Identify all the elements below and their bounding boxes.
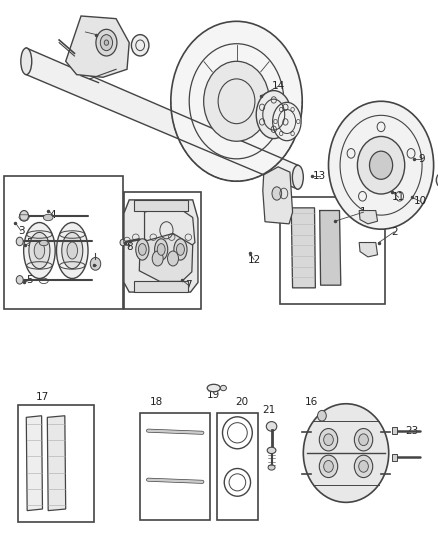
Text: 6: 6 — [93, 261, 100, 270]
Text: 5: 5 — [26, 238, 33, 247]
Polygon shape — [26, 48, 298, 189]
Bar — [18, 405, 94, 522]
Polygon shape — [26, 416, 42, 511]
Ellipse shape — [272, 187, 282, 200]
Ellipse shape — [304, 404, 389, 502]
Circle shape — [16, 276, 23, 284]
Text: 8: 8 — [126, 242, 133, 252]
Polygon shape — [47, 416, 66, 511]
Circle shape — [20, 211, 28, 221]
Ellipse shape — [100, 35, 113, 51]
Ellipse shape — [157, 244, 165, 255]
Ellipse shape — [324, 434, 333, 446]
Circle shape — [436, 173, 438, 188]
Circle shape — [318, 410, 326, 421]
Ellipse shape — [324, 461, 333, 472]
Bar — [134, 200, 188, 211]
Ellipse shape — [293, 165, 304, 189]
Polygon shape — [359, 243, 378, 257]
Text: 12: 12 — [247, 255, 261, 264]
Text: 17: 17 — [36, 392, 49, 402]
Ellipse shape — [39, 240, 48, 246]
Ellipse shape — [266, 422, 277, 431]
Ellipse shape — [267, 447, 276, 454]
Circle shape — [204, 61, 269, 141]
Polygon shape — [145, 204, 195, 255]
Ellipse shape — [67, 242, 78, 259]
Text: 13: 13 — [313, 171, 326, 181]
Ellipse shape — [220, 385, 226, 391]
Text: 20: 20 — [236, 398, 249, 407]
Bar — [4, 176, 123, 309]
Circle shape — [131, 35, 149, 56]
Polygon shape — [320, 211, 341, 285]
Ellipse shape — [256, 91, 291, 139]
Polygon shape — [124, 200, 198, 292]
Bar — [280, 197, 385, 304]
Ellipse shape — [43, 214, 53, 221]
Ellipse shape — [96, 29, 117, 56]
Circle shape — [120, 239, 125, 246]
Circle shape — [171, 21, 302, 181]
Bar — [217, 413, 258, 520]
Text: 11: 11 — [392, 192, 405, 202]
Ellipse shape — [152, 251, 163, 266]
Text: 23: 23 — [405, 426, 418, 435]
Text: 21: 21 — [262, 406, 275, 415]
Bar — [124, 192, 201, 309]
Text: 2: 2 — [391, 227, 398, 237]
Ellipse shape — [177, 244, 184, 255]
Text: 19: 19 — [207, 391, 220, 400]
Ellipse shape — [155, 239, 168, 260]
Circle shape — [90, 257, 101, 270]
Ellipse shape — [136, 239, 149, 260]
Text: 9: 9 — [418, 154, 425, 164]
Text: 7: 7 — [185, 280, 192, 290]
Bar — [392, 454, 397, 461]
Ellipse shape — [104, 40, 109, 45]
Ellipse shape — [62, 232, 83, 269]
Text: 14: 14 — [272, 82, 285, 91]
Ellipse shape — [354, 429, 373, 451]
Text: 15: 15 — [79, 27, 92, 37]
Ellipse shape — [354, 455, 373, 478]
Ellipse shape — [359, 434, 368, 446]
Text: 18: 18 — [150, 398, 163, 407]
Ellipse shape — [57, 223, 88, 278]
Polygon shape — [66, 16, 129, 77]
Ellipse shape — [34, 242, 45, 259]
Ellipse shape — [29, 232, 50, 269]
Ellipse shape — [138, 244, 146, 255]
Ellipse shape — [272, 102, 301, 141]
Circle shape — [328, 101, 434, 229]
Ellipse shape — [207, 384, 220, 392]
Text: 5: 5 — [26, 275, 33, 285]
Text: 1: 1 — [360, 207, 367, 217]
Ellipse shape — [359, 461, 368, 472]
Ellipse shape — [268, 465, 275, 470]
Bar — [392, 427, 397, 434]
Polygon shape — [359, 211, 378, 224]
Bar — [140, 413, 210, 520]
Polygon shape — [139, 233, 193, 281]
Text: 4: 4 — [49, 210, 56, 220]
Ellipse shape — [319, 455, 338, 478]
Circle shape — [357, 136, 405, 194]
Ellipse shape — [319, 429, 338, 451]
Text: 16: 16 — [304, 398, 318, 407]
Bar — [134, 281, 188, 292]
Ellipse shape — [24, 223, 55, 278]
Circle shape — [16, 237, 23, 246]
Circle shape — [370, 151, 392, 179]
Ellipse shape — [21, 48, 32, 75]
Text: 3: 3 — [18, 226, 25, 236]
Polygon shape — [263, 167, 293, 224]
Polygon shape — [291, 208, 315, 288]
Text: 10: 10 — [414, 197, 427, 206]
Ellipse shape — [174, 239, 187, 260]
Ellipse shape — [168, 251, 179, 266]
